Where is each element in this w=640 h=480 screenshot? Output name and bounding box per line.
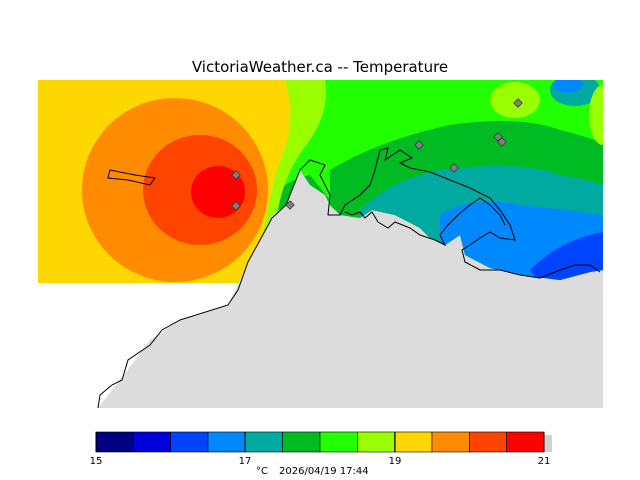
- legend-swatch: [506, 431, 545, 453]
- color-legend: 15 17 19 21 °C 2026/04/19 17:44: [90, 431, 552, 477]
- temperature-field: [38, 80, 603, 408]
- legend-swatch: [207, 431, 246, 453]
- station-marker[interactable]: [493, 132, 503, 142]
- coastline: [97, 147, 601, 409]
- station-marker[interactable]: [513, 98, 523, 108]
- legend-swatch: [245, 431, 283, 453]
- legend-swatch: [282, 431, 321, 453]
- map-title: VictoriaWeather.ca -- Temperature: [192, 58, 448, 76]
- legend-unit: °C: [256, 466, 268, 477]
- station-marker[interactable]: [285, 200, 295, 210]
- legend-swatch: [394, 431, 433, 453]
- station-marker[interactable]: [231, 201, 241, 211]
- legend-swatch: [319, 431, 358, 453]
- legend-swatch: [170, 431, 209, 453]
- legend-tick-17: 17: [239, 456, 252, 467]
- weather-stations: [231, 98, 523, 211]
- legend-tick-21: 21: [538, 456, 551, 467]
- legend-swatch: [133, 431, 171, 453]
- station-marker[interactable]: [449, 163, 459, 173]
- station-marker[interactable]: [497, 137, 507, 147]
- legend-swatch: [431, 431, 470, 453]
- legend-swatch: [95, 431, 134, 453]
- legend-swatch: [357, 431, 395, 453]
- legend-timestamp: 2026/04/19 17:44: [279, 466, 369, 477]
- legend-swatches: [95, 431, 545, 453]
- legend-tick-19: 19: [389, 456, 402, 467]
- legend-tick-15: 15: [90, 456, 103, 467]
- legend-swatch: [469, 431, 507, 453]
- station-marker[interactable]: [231, 170, 241, 180]
- station-marker[interactable]: [414, 140, 424, 150]
